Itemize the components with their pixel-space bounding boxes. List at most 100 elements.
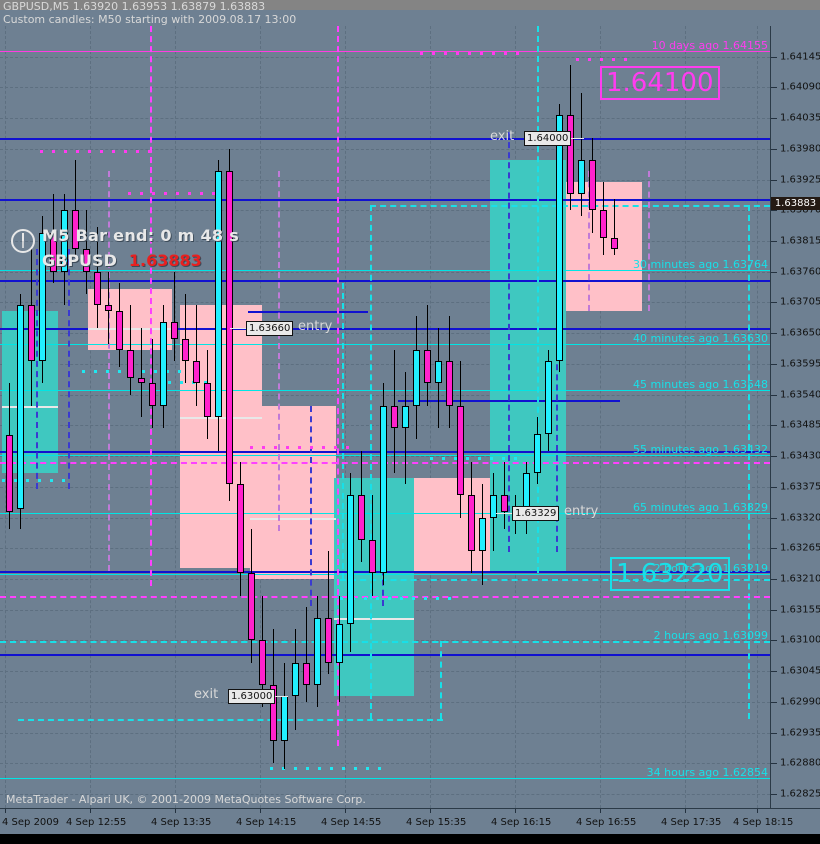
price-level-segment	[240, 654, 360, 657]
fractal-dot	[330, 766, 333, 770]
fractal-dot	[346, 445, 349, 449]
price-tick-label: 1.63485	[780, 419, 820, 431]
price-level-segment	[398, 400, 578, 403]
price-tick	[771, 241, 777, 243]
price-tick-label: 1.63595	[780, 358, 820, 370]
time-tick	[345, 809, 346, 813]
fractal-dot	[188, 191, 191, 195]
candle-wick	[141, 327, 142, 417]
candle-body	[556, 115, 563, 362]
candle-body	[105, 305, 112, 311]
candle-body	[17, 305, 24, 510]
candle-body	[215, 171, 222, 417]
magenta-dash-h	[0, 595, 770, 598]
price-tick	[771, 148, 777, 150]
trade-entry-price-tag[interactable]: 1.63329	[512, 505, 560, 521]
trade-entry-price-tag[interactable]: 1.63660	[246, 320, 294, 336]
fractal-dot	[436, 596, 439, 600]
level-label: 65 minutes ago 1.63329	[633, 500, 768, 514]
time-axis[interactable]: MetaTrader - Alpari UK, © 2001-2009 Meta…	[0, 793, 820, 835]
price-tick	[771, 671, 777, 673]
fractal-dot	[52, 149, 55, 153]
price-axis[interactable]: 1.64145 1.64090 1.64035 1.63980 1.63925 1.638…	[770, 26, 820, 808]
custom-candles-line: Custom candles: M50 starting with 2009.0…	[3, 13, 297, 26]
candle-body	[578, 160, 585, 194]
blue-dash-v	[36, 249, 38, 490]
price-tick	[771, 394, 777, 396]
candle-body	[479, 517, 486, 552]
fractal-row-magenta	[576, 57, 636, 62]
level-label: 55 minutes ago 1.63432	[633, 442, 768, 456]
candle-body	[160, 322, 167, 406]
trade-exit-price-tag[interactable]: 1.64000	[524, 130, 572, 146]
candle-body	[358, 495, 365, 540]
price-tick	[771, 732, 777, 734]
chart-plot-area[interactable]: 1.64000 exit 1.63660 entry 1.63329 entry 1.630…	[0, 26, 770, 808]
candle-wick	[152, 338, 153, 429]
candle-body	[248, 573, 255, 641]
price-tick	[771, 271, 777, 273]
candle-body	[611, 238, 618, 250]
grid-line-h	[0, 394, 770, 396]
grid-line-h	[0, 302, 770, 304]
fractal-dot	[432, 51, 435, 55]
price-tick-label: 1.64090	[780, 81, 820, 93]
fractal-dot	[342, 766, 345, 770]
price-tick	[771, 363, 777, 365]
grid-line-h	[0, 56, 770, 58]
custom-candle-open-line	[334, 618, 414, 621]
custom-candle-zone	[250, 405, 336, 579]
fractal-dot	[154, 370, 157, 374]
candle-body	[314, 618, 321, 686]
grid-line-h	[0, 363, 770, 365]
level-label: 10 days ago 1.64155	[651, 39, 768, 53]
fractal-dot	[140, 191, 143, 195]
price-tick	[771, 456, 777, 458]
magenta-dash-v	[337, 26, 339, 746]
fractal-dot	[148, 149, 151, 153]
trade-exit-price-tag[interactable]: 1.63000	[228, 689, 276, 705]
price-tick-label: 1.63925	[780, 174, 820, 186]
fractal-dot	[388, 596, 391, 600]
fractal-dot	[88, 149, 91, 153]
fractal-dot	[412, 596, 415, 600]
cyan-dash-v	[440, 640, 442, 719]
custom-candle-open-line	[250, 517, 336, 520]
window-titlebar	[0, 0, 820, 10]
candle-body	[270, 685, 277, 741]
grid-line-h	[0, 333, 770, 335]
fractal-dot	[82, 370, 85, 374]
fractal-dot	[334, 445, 337, 449]
current-price-tag: 1.63883	[771, 197, 820, 211]
fractal-dot	[478, 456, 481, 460]
fractal-dot	[286, 445, 289, 449]
candle-wick	[504, 461, 505, 529]
blue-dash-v	[68, 249, 70, 490]
info-price: 1.63883	[128, 251, 202, 270]
price-tick	[771, 548, 777, 550]
fractal-dot	[306, 766, 309, 770]
price-tick-label: 1.63265	[780, 542, 820, 554]
price-level-line	[0, 137, 770, 140]
fractal-dot	[62, 479, 65, 483]
fractal-row-cyan	[340, 596, 451, 601]
price-tick-label: 1.63760	[780, 266, 820, 278]
fractal-dot	[480, 51, 483, 55]
fractal-dot	[166, 370, 169, 374]
custom-candle-zone	[566, 182, 642, 311]
fractal-dot	[274, 445, 277, 449]
fractal-row-magenta	[40, 149, 160, 154]
candle-wick	[306, 606, 307, 702]
candle-body	[226, 171, 233, 485]
candle-wick	[196, 305, 197, 406]
time-tick	[515, 809, 516, 813]
candle-body	[171, 322, 178, 339]
price-tick-label: 1.63815	[780, 235, 820, 247]
fractal-dot	[128, 191, 131, 195]
grid-line-h	[0, 763, 770, 765]
fractal-dot	[136, 149, 139, 153]
fractal-dot	[514, 456, 517, 460]
candle-body	[380, 405, 387, 574]
fractal-dot	[294, 766, 297, 770]
